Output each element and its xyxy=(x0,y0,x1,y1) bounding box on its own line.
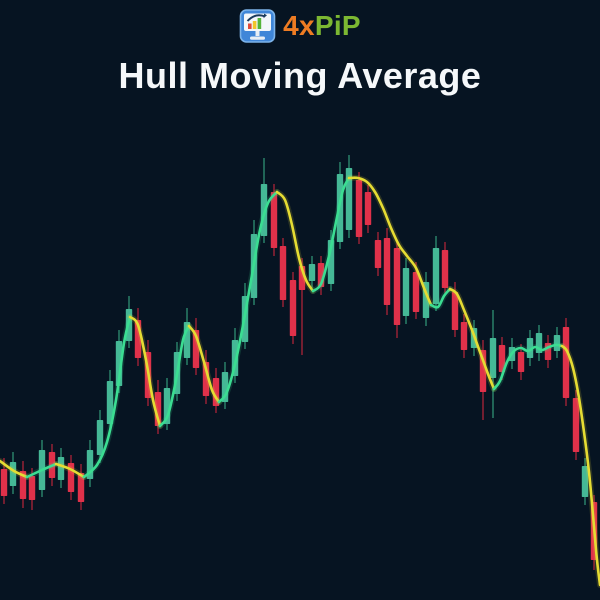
candle-bearish xyxy=(393,240,401,338)
hma-segment-falling xyxy=(187,324,221,404)
candle-bullish xyxy=(96,410,104,463)
candle-bearish xyxy=(460,314,468,358)
candle-bullish xyxy=(86,440,94,487)
candle-bullish xyxy=(345,155,353,238)
brand-logo: 4xPiP xyxy=(0,0,600,43)
hma-segment-rising xyxy=(217,190,279,404)
candle-bearish xyxy=(0,458,8,504)
hma-segment-rising xyxy=(429,287,452,309)
hma-segment-falling xyxy=(0,459,29,479)
hma-segment-rising xyxy=(25,462,58,479)
candle-bearish xyxy=(364,185,372,233)
candle-bearish xyxy=(383,228,391,315)
candle-bullish xyxy=(106,370,114,431)
candle-bearish xyxy=(517,344,525,380)
candle-bearish xyxy=(479,340,487,420)
hma-segment-falling xyxy=(560,344,600,587)
candle-bullish xyxy=(432,236,440,311)
hma-segment-falling xyxy=(347,176,433,307)
candle-bearish xyxy=(412,262,420,319)
page-title: Hull Moving Average xyxy=(118,55,482,96)
candle-bearish xyxy=(289,272,297,344)
hma-segment-falling xyxy=(128,315,162,428)
hma-segment-falling xyxy=(54,462,86,479)
monitor-chart-icon xyxy=(239,9,276,43)
hma-segment-rising xyxy=(158,324,191,428)
candle-bullish xyxy=(581,458,589,505)
hma-segment-rising xyxy=(82,315,132,479)
candle-bullish xyxy=(489,310,497,418)
candle-bullish xyxy=(535,325,543,361)
candle-bullish xyxy=(553,327,561,358)
candle-bearish xyxy=(374,232,382,276)
brand-logo-text-pip: PiP xyxy=(314,10,361,41)
candle-bearish xyxy=(279,238,287,307)
candle-bearish xyxy=(19,461,27,508)
hma-segment-falling xyxy=(275,190,315,293)
brand-logo-text: 4xPiP xyxy=(283,12,361,40)
candle-bullish xyxy=(57,448,65,488)
candle-bearish xyxy=(572,390,580,460)
candle-bullish xyxy=(402,258,410,324)
hma-candlestick-chart xyxy=(0,155,600,588)
candle-bullish xyxy=(308,256,316,288)
candle-bullish xyxy=(526,330,534,366)
candle-bearish xyxy=(77,464,85,510)
candle-bearish xyxy=(355,172,363,244)
hma-segment-falling xyxy=(448,287,496,391)
candle-bearish xyxy=(441,242,449,296)
header: 4xPiP Hull Moving Average xyxy=(0,0,600,94)
hma-line-layer xyxy=(0,174,600,588)
brand-logo-text-4x: 4x xyxy=(283,10,315,41)
candle-bearish xyxy=(67,455,75,500)
hma-segment-rising xyxy=(311,176,351,293)
hma-segment-rising xyxy=(492,343,564,391)
candle-bearish xyxy=(562,318,570,406)
